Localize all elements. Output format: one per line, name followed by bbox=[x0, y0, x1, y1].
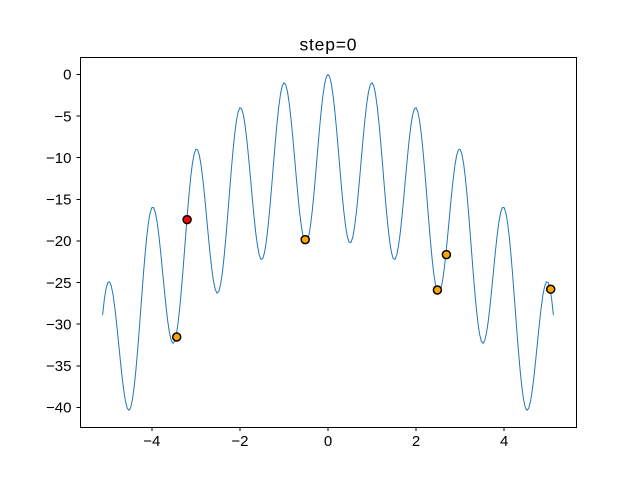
svg-text:−35: −35 bbox=[46, 358, 71, 375]
svg-text:−40: −40 bbox=[46, 400, 71, 417]
svg-text:−15: −15 bbox=[46, 192, 71, 209]
svg-text:step=0: step=0 bbox=[299, 35, 357, 55]
svg-text:0: 0 bbox=[63, 67, 71, 84]
svg-text:−20: −20 bbox=[46, 233, 71, 250]
svg-text:−4: −4 bbox=[143, 433, 160, 450]
svg-text:4: 4 bbox=[500, 433, 508, 450]
svg-text:−10: −10 bbox=[46, 150, 71, 167]
svg-text:2: 2 bbox=[412, 433, 420, 450]
svg-text:−5: −5 bbox=[54, 108, 71, 125]
svg-text:−2: −2 bbox=[231, 433, 248, 450]
svg-text:−25: −25 bbox=[46, 275, 71, 292]
svg-text:0: 0 bbox=[324, 433, 332, 450]
svg-text:−30: −30 bbox=[46, 316, 71, 333]
